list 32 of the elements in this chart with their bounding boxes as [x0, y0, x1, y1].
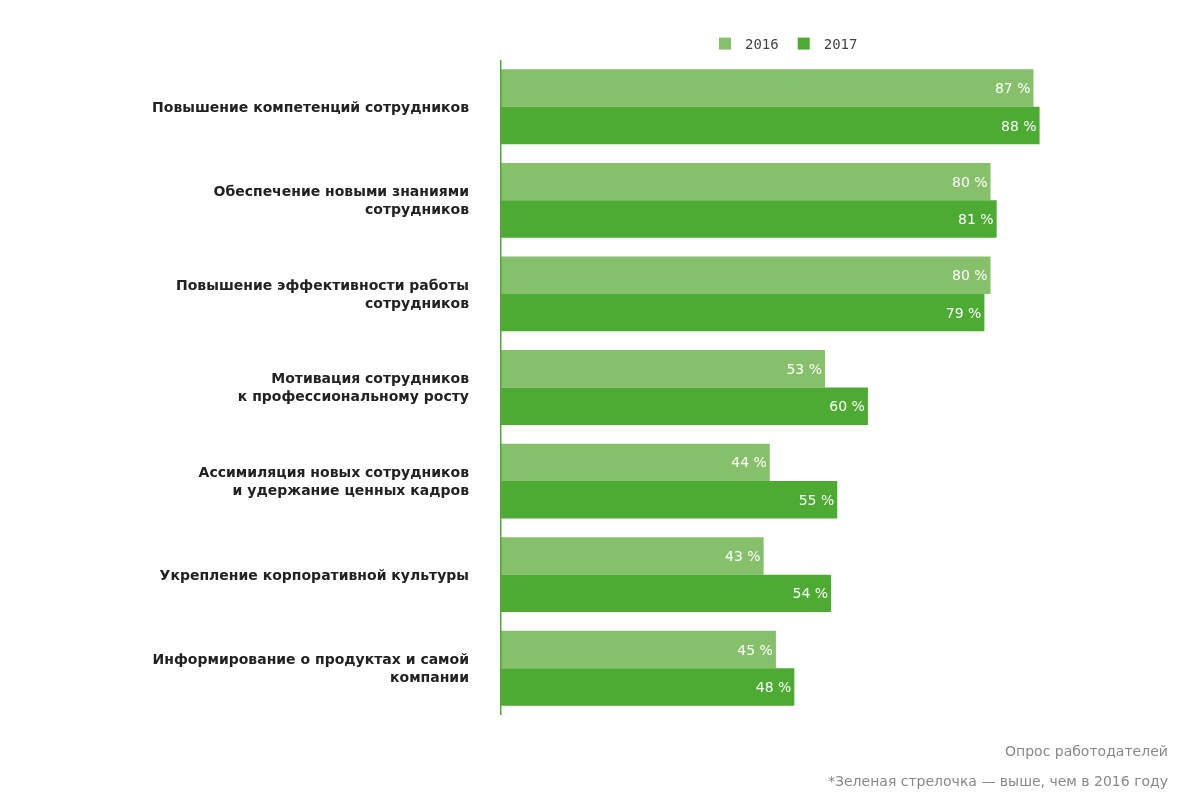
bar: [500, 350, 825, 388]
y-tick-label: Мотивация сотрудников к профессиональному росту: [237, 370, 470, 405]
data-label: 80 %: [951, 173, 988, 190]
y-tick-label: Информирование о продуктах и самой компании: [152, 651, 469, 686]
data-label: 80 %: [951, 267, 988, 284]
data-label: 45 %: [737, 641, 773, 658]
text: Опрос работодателей: [1005, 743, 1168, 759]
data-label: 55 %: [798, 491, 835, 508]
legend-label: 2016: [745, 36, 779, 53]
y-tick-label: Обеспечение новыми знаниями сотрудников: [213, 183, 470, 218]
bar: [500, 162, 991, 201]
data-label: 44 %: [731, 454, 767, 471]
data-label: 88 %: [1001, 117, 1037, 134]
data-label: 81 %: [958, 211, 994, 228]
y-tick-label: Укрепление корпоративной культуры: [159, 566, 469, 583]
data-label: 48 %: [755, 678, 792, 695]
text: *Зеленая стрелочка — выше, чем в 2016 году: [828, 773, 1169, 789]
bar: [500, 443, 770, 482]
legend-label: 2017: [823, 36, 858, 53]
y-tick-label: Повышение компетенций сотрудников: [152, 98, 470, 115]
bar: [500, 69, 1034, 107]
data-label: 79 %: [945, 304, 982, 321]
y-tick-label: Повышение эффективности работы сотрудников: [176, 276, 470, 311]
y-tick-label: Ассимиляция новых сотрудников и удержание ценных кадров: [198, 463, 470, 499]
bar: [500, 256, 991, 294]
data-label: 43 %: [725, 547, 761, 564]
bar: [500, 630, 776, 669]
data-label: 53 %: [786, 360, 822, 377]
data-label: 54 %: [792, 585, 829, 602]
bar: [500, 537, 764, 575]
data-label: 60 %: [829, 398, 865, 415]
data-label: 87 %: [994, 80, 1031, 97]
